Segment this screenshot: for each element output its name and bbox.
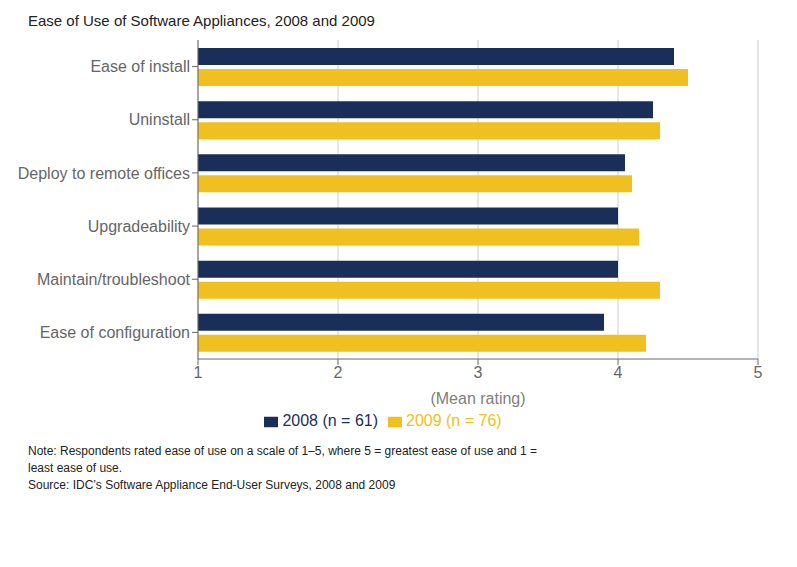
svg-text:Ease of install: Ease of install bbox=[90, 58, 190, 75]
html-text:2009 (n = 76): 2009 (n = 76) bbox=[406, 412, 502, 429]
html-text:Source: IDC’s Software Applian: Source: IDC’s Software Appliance End-Use… bbox=[28, 478, 396, 492]
svg-text:Uninstall: Uninstall bbox=[129, 111, 190, 128]
svg-text:(Mean rating): (Mean rating) bbox=[430, 390, 525, 407]
html-text:2008 (n = 61): 2008 (n = 61) bbox=[282, 412, 378, 429]
html-text:Note: Respondents rated ease o: Note: Respondents rated ease of use on a… bbox=[28, 444, 537, 458]
svg-text:Deploy to remote offices: Deploy to remote offices bbox=[18, 165, 190, 182]
svg-text:1: 1 bbox=[194, 364, 203, 381]
html-text:least ease of use.: least ease of use. bbox=[28, 461, 123, 475]
svg-text:3: 3 bbox=[474, 364, 483, 381]
svg-text:Maintain/troubleshoot: Maintain/troubleshoot bbox=[37, 271, 191, 288]
svg-text:4: 4 bbox=[614, 364, 623, 381]
svg-text:Ease of configuration: Ease of configuration bbox=[40, 324, 190, 341]
svg-text:Upgradeability: Upgradeability bbox=[88, 218, 190, 235]
svg-text:5: 5 bbox=[754, 364, 763, 381]
svg-text:2: 2 bbox=[334, 364, 343, 381]
html-text:Ease of Use of Software Applia: Ease of Use of Software Appliances, 2008… bbox=[28, 12, 375, 29]
